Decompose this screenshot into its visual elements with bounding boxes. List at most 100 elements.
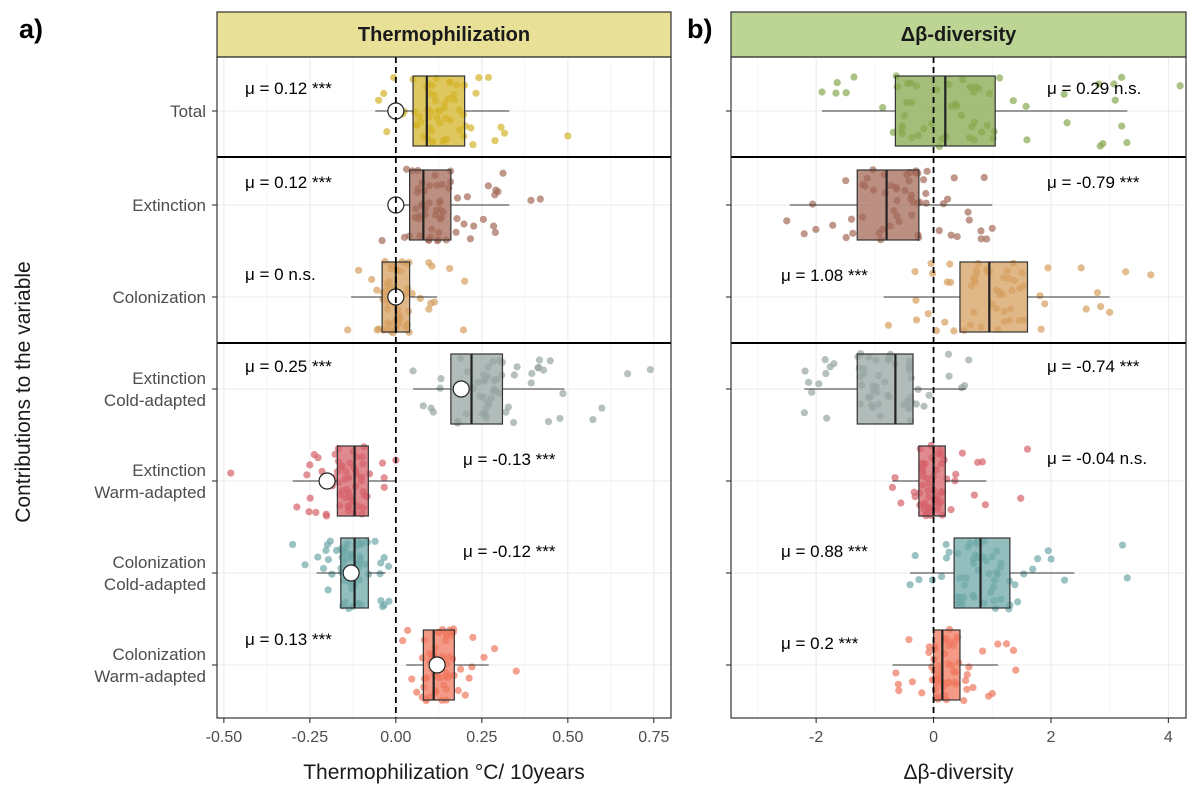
panel-label: b) [687, 14, 712, 44]
data-point [1012, 666, 1020, 674]
data-point [1082, 305, 1090, 313]
data-point [408, 675, 416, 683]
data-point [842, 177, 850, 185]
data-point [510, 371, 518, 379]
data-point [546, 357, 554, 365]
iqr-box [918, 445, 946, 517]
y-category-label: Extinction Warm-adapted [94, 461, 206, 502]
group-extinction-cold-adapted [800, 350, 973, 425]
group-colonization-cold-adapted [906, 537, 1131, 613]
group-colonization-cold-adapted [289, 537, 393, 613]
data-point [373, 286, 381, 294]
data-point [981, 501, 989, 509]
data-point [413, 688, 421, 696]
data-point [306, 494, 314, 502]
data-point [960, 697, 968, 705]
x-tick-label: -0.25 [292, 729, 329, 746]
data-point [380, 554, 388, 562]
data-point [314, 454, 322, 462]
data-point [535, 356, 544, 364]
data-point [324, 586, 332, 594]
data-point [419, 402, 427, 410]
data-point [469, 141, 477, 149]
y-category-label: Total [170, 102, 206, 121]
mean-annotation: μ = 0.12 *** [245, 173, 332, 192]
data-point [380, 483, 388, 491]
data-point [437, 375, 445, 383]
mean-marker [452, 380, 470, 398]
data-point [475, 73, 483, 82]
panel-thermophilization: Thermophilization a) μ = 0.12 *** μ = 0.12 … [19, 11, 672, 784]
data-point [416, 294, 424, 302]
data-point [373, 326, 381, 334]
data-point [908, 678, 917, 686]
data-point [1122, 268, 1130, 276]
data-point [1110, 80, 1118, 88]
data-point [958, 449, 966, 457]
data-point [466, 235, 475, 243]
group-colonization-warm-adapted [399, 625, 520, 705]
data-point [484, 73, 493, 82]
data-point [922, 199, 930, 207]
data-point [328, 570, 336, 578]
y-category-label: Extinction Cold-adapted [104, 369, 206, 410]
data-point [812, 225, 820, 234]
data-point [500, 129, 509, 137]
data-point [826, 363, 834, 371]
data-point [1020, 570, 1028, 578]
data-point [1063, 119, 1071, 127]
x-tick-label: -0.50 [206, 729, 243, 746]
data-point [378, 236, 386, 245]
data-point [480, 653, 488, 661]
data-point [963, 670, 971, 679]
data-point [402, 165, 411, 173]
data-point [527, 196, 535, 204]
data-point [920, 402, 928, 410]
mean-marker [342, 564, 360, 582]
data-point [227, 469, 235, 477]
data-point [1097, 302, 1105, 311]
data-point [377, 559, 385, 567]
data-point [805, 378, 813, 386]
data-point [598, 404, 606, 412]
data-point [354, 266, 363, 274]
data-point [490, 222, 498, 230]
group-extinction-cold-adapted [409, 353, 654, 427]
data-point [965, 216, 973, 224]
iqr-box [412, 75, 466, 147]
data-point [544, 418, 553, 426]
data-point [1060, 90, 1068, 98]
data-point [892, 669, 900, 677]
data-point [925, 391, 933, 399]
data-point [453, 194, 462, 202]
data-point [371, 537, 379, 545]
group-extinction [783, 166, 996, 244]
x-tick-label: 0.25 [466, 729, 497, 746]
mean-marker [428, 656, 446, 674]
data-point [380, 89, 388, 98]
iqr-box [409, 169, 452, 241]
strip-header [730, 11, 1187, 58]
data-point [942, 540, 950, 549]
group-extinction [378, 165, 544, 245]
data-point [944, 350, 953, 358]
group-colonization-warm-adapted [892, 625, 1020, 705]
data-point [897, 499, 905, 507]
data-point [1095, 80, 1103, 88]
data-point [491, 137, 499, 145]
data-point [454, 686, 462, 695]
data-point [850, 73, 858, 81]
data-point [469, 633, 477, 642]
data-point [832, 89, 840, 97]
data-point [383, 128, 391, 136]
data-point [463, 193, 471, 201]
data-point [1176, 82, 1184, 90]
data-point [928, 576, 937, 584]
data-point [915, 576, 923, 584]
data-point [912, 296, 920, 304]
data-point [623, 370, 632, 378]
data-point [950, 174, 958, 182]
data-point [947, 231, 955, 239]
data-point [322, 546, 330, 555]
data-point [823, 414, 831, 422]
